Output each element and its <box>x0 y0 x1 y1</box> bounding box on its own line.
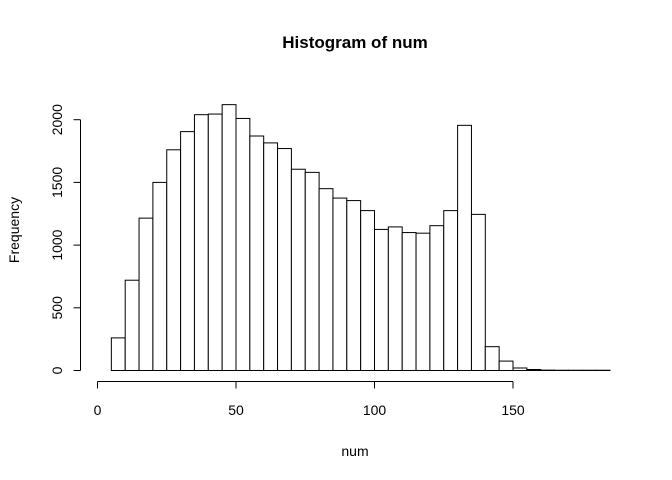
x-tick-label: 100 <box>363 402 387 418</box>
x-axis-label: num <box>341 443 368 459</box>
x-tick-label: 150 <box>501 402 525 418</box>
histogram-bar <box>249 135 265 371</box>
histogram-bar <box>360 210 375 371</box>
histogram-bar <box>180 131 195 371</box>
y-tick-label: 1000 <box>49 229 65 260</box>
histogram-bar <box>512 367 528 372</box>
histogram-bar <box>318 188 334 371</box>
histogram-bar <box>235 117 251 371</box>
histogram-bar <box>263 142 279 371</box>
histogram-bar <box>221 104 237 371</box>
histogram-bar <box>401 232 417 371</box>
histogram-bar <box>110 337 126 371</box>
histogram-bar <box>346 200 362 371</box>
histogram-bar <box>443 210 459 371</box>
histogram-bar <box>332 197 348 371</box>
histogram-bar <box>374 228 389 371</box>
chart-title: Histogram of num <box>282 33 427 52</box>
y-tick-label: 500 <box>49 296 65 320</box>
histogram-bar <box>166 149 182 371</box>
x-tick-label: 0 <box>94 402 102 418</box>
histogram-bar <box>124 279 140 372</box>
x-axis: 0 50 100 150 <box>94 381 525 418</box>
y-axis-label: Frequency <box>6 197 22 263</box>
y-axis: 0 500 1000 1500 2000 <box>49 104 81 374</box>
histogram-bar <box>429 225 445 371</box>
x-tick-label: 50 <box>228 402 244 418</box>
y-tick-label: 2000 <box>49 104 65 135</box>
histogram-bar <box>415 232 431 371</box>
y-tick-label: 1500 <box>49 167 65 198</box>
histogram-bar <box>498 360 514 372</box>
bars-group <box>110 104 611 372</box>
histogram-bar <box>152 181 168 371</box>
histogram-bar <box>138 217 154 371</box>
y-tick-label: 0 <box>49 366 65 374</box>
histogram-bar <box>457 124 472 371</box>
histogram-bar <box>277 148 292 371</box>
histogram-bar <box>207 113 223 371</box>
histogram-bar <box>193 114 209 371</box>
histogram-bar <box>304 171 320 371</box>
histogram-bar <box>526 368 542 371</box>
histogram-bar <box>484 346 500 372</box>
histogram-bar <box>470 213 486 371</box>
histogram-bar <box>290 168 306 371</box>
histogram-bar <box>387 226 403 371</box>
